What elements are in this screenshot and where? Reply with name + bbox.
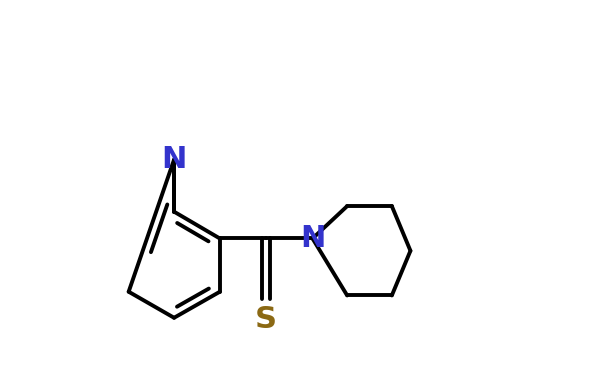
Text: N: N xyxy=(162,145,187,174)
Text: N: N xyxy=(300,224,325,253)
Text: S: S xyxy=(255,305,277,334)
